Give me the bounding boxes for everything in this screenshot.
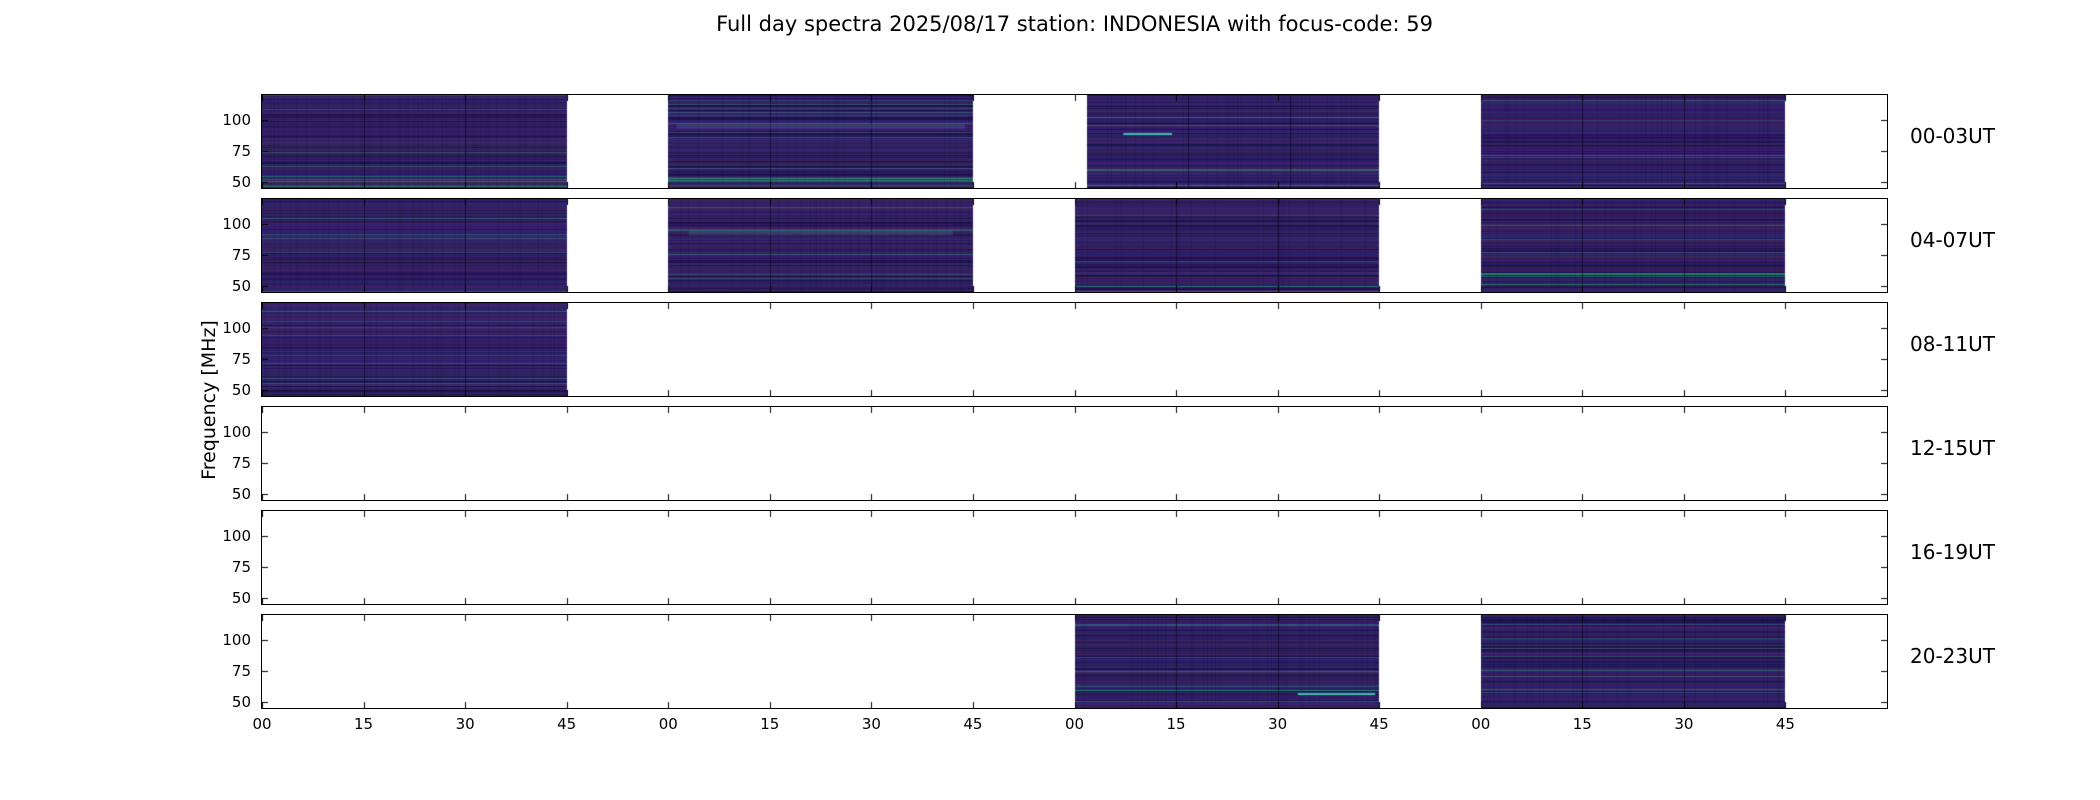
y-tick-label: 50 bbox=[231, 484, 251, 503]
spectrogram-canvas bbox=[262, 615, 1887, 708]
row-panel-00-03UT bbox=[261, 94, 1888, 189]
row-time-label: 00-03UT bbox=[1910, 124, 1995, 148]
x-tick-label: 15 bbox=[1166, 715, 1186, 733]
y-tick-label: 100 bbox=[222, 318, 251, 337]
y-tick-label: 75 bbox=[231, 349, 251, 368]
row-panel-12-15UT bbox=[261, 406, 1888, 501]
y-tick-label: 50 bbox=[231, 276, 251, 295]
row-panel-08-11UT bbox=[261, 302, 1888, 397]
y-tick-label: 75 bbox=[231, 661, 251, 680]
x-tick-label: 30 bbox=[1268, 715, 1288, 733]
x-tick-label: 00 bbox=[252, 715, 272, 733]
row-panel-04-07UT bbox=[261, 198, 1888, 293]
y-tick-label: 50 bbox=[231, 172, 251, 191]
x-tick-label: 45 bbox=[963, 715, 983, 733]
y-tick-label: 100 bbox=[222, 526, 251, 545]
x-tick-label: 00 bbox=[1471, 715, 1491, 733]
y-tick-label: 75 bbox=[231, 141, 251, 160]
x-tick-label: 15 bbox=[1572, 715, 1592, 733]
chart-title: Full day spectra 2025/08/17 station: IND… bbox=[716, 12, 1433, 36]
x-tick-label: 30 bbox=[861, 715, 881, 733]
y-tick-label: 50 bbox=[231, 692, 251, 711]
row-panel-20-23UT bbox=[261, 614, 1888, 709]
x-tick-label: 00 bbox=[658, 715, 678, 733]
y-tick-label: 100 bbox=[222, 214, 251, 233]
x-tick-label: 30 bbox=[455, 715, 475, 733]
spectrogram-canvas bbox=[262, 511, 1887, 604]
row-time-label: 12-15UT bbox=[1910, 436, 1995, 460]
x-tick-label: 45 bbox=[1775, 715, 1795, 733]
y-tick-label: 75 bbox=[231, 453, 251, 472]
row-time-label: 08-11UT bbox=[1910, 332, 1995, 356]
x-tick-label: 00 bbox=[1064, 715, 1085, 733]
x-tick-label: 15 bbox=[760, 715, 780, 733]
y-tick-label: 100 bbox=[222, 422, 251, 441]
spectrogram-canvas bbox=[262, 199, 1887, 292]
spectrogram-canvas bbox=[262, 407, 1887, 500]
row-panel-16-19UT bbox=[261, 510, 1888, 605]
x-tick-label: 15 bbox=[354, 715, 374, 733]
y-tick-label: 75 bbox=[231, 557, 251, 576]
spectrogram-canvas bbox=[262, 95, 1887, 188]
plot-area bbox=[261, 94, 1888, 714]
row-time-label: 20-23UT bbox=[1910, 644, 1995, 668]
spectrogram-canvas bbox=[262, 303, 1887, 396]
y-tick-label: 100 bbox=[222, 630, 251, 649]
x-tick-label: 30 bbox=[1674, 715, 1694, 733]
x-tick-label: 45 bbox=[557, 715, 577, 733]
y-tick-label: 100 bbox=[222, 110, 251, 129]
row-time-label: 04-07UT bbox=[1910, 228, 1995, 252]
row-time-label: 16-19UT bbox=[1910, 540, 1995, 564]
y-tick-label: 50 bbox=[231, 588, 251, 607]
y-tick-label: 50 bbox=[231, 380, 251, 399]
x-tick-label: 45 bbox=[1369, 715, 1389, 733]
y-tick-label: 75 bbox=[231, 245, 251, 264]
